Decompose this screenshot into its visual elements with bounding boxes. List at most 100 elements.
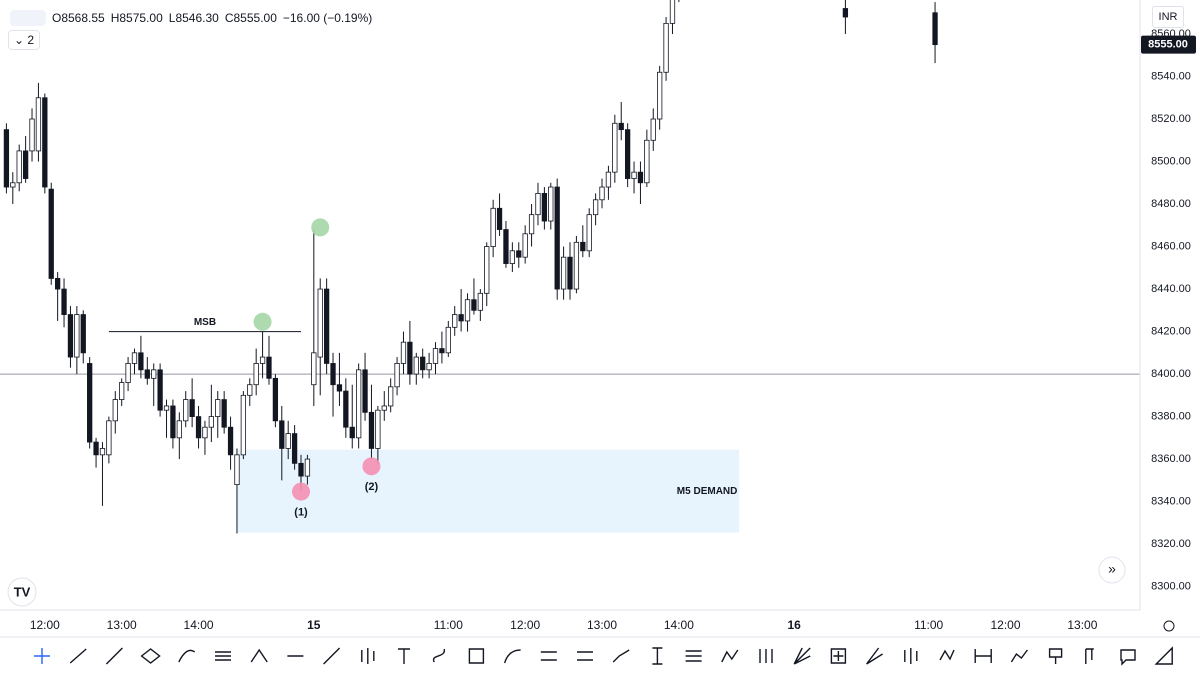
candle-body-down [349,426,355,439]
tool-button[interactable] [1048,648,1063,664]
tool-button[interactable] [577,651,593,661]
candle-body-up [599,186,605,201]
candle-body-down [580,241,586,252]
candle-body-down [266,356,272,379]
candle-body-up [208,416,214,428]
candle-body-up [240,394,247,456]
tool-button[interactable] [1154,646,1173,665]
candle-body-up [528,214,535,235]
tool-button[interactable] [361,648,375,664]
candle-body-down [637,171,644,184]
tool-button[interactable] [830,648,847,664]
settings-icon[interactable] [1163,620,1175,632]
candle-body-up [317,288,323,358]
marker [311,218,330,237]
tool-button[interactable] [1010,649,1028,663]
candle-body-down [221,399,227,428]
tool-button[interactable] [685,650,702,662]
candle-body-down [336,384,343,392]
marker [362,457,381,476]
tool-button[interactable] [904,648,918,664]
tool-icon [974,649,992,663]
tool-button[interactable] [69,648,87,664]
symbol-toggle[interactable] [10,10,46,26]
tool-icon [1154,646,1173,665]
candle-body-up [426,363,432,371]
tool-button[interactable] [323,647,341,665]
tool-icon [105,647,123,665]
candle-body-down [624,129,631,179]
tool-button[interactable] [974,649,992,663]
tool-button[interactable] [793,647,811,665]
y-tick-label: 8380.00 [1151,410,1191,422]
candle-body-down [407,341,413,375]
candle-body-down [80,314,86,354]
indicator-toggle[interactable]: ⌄ 2 [8,30,40,50]
tool-button[interactable] [432,648,445,663]
candle-body-up [119,382,125,400]
marker-label: (2) [365,481,379,493]
tool-button[interactable] [612,649,630,663]
tool-button[interactable] [721,649,739,663]
currency-button[interactable]: INR [1152,6,1184,28]
currency: INR [1158,11,1178,23]
tool-icon [540,651,557,661]
tool-button[interactable] [398,648,410,664]
x-tick-label: 13:00 [107,618,137,632]
candle-body-up [657,71,663,120]
x-tick-label: 12:00 [510,618,540,632]
candle-body-up [202,426,208,439]
tool-icon [1120,649,1136,666]
candle-body-down [516,250,522,258]
tool-icon [250,648,268,663]
candle-body-up [253,363,259,386]
candle-body-down [189,399,195,417]
candle-body-down [496,207,503,230]
y-tick-label: 8460.00 [1151,240,1191,252]
tool-button[interactable] [215,651,231,661]
candle-body-up [106,420,112,456]
y-tick-label: 8480.00 [1151,198,1191,210]
candle-body-up [99,448,106,456]
tool-button[interactable] [939,649,955,661]
tool-button[interactable] [140,648,161,664]
indicator-count: 2 [27,33,35,47]
candle-body-up [560,256,567,290]
x-tick-label: 13:00 [587,618,617,632]
x-tick-label: 14:00 [184,618,214,632]
ohlc-low: L8546.30 [168,11,219,25]
x-tick-label: 13:00 [1067,618,1097,632]
candle-body-up [464,299,471,322]
candle-body-down [343,390,349,428]
tool-button[interactable] [503,649,521,664]
candle-body-up [388,386,394,407]
candle-body-up [535,193,541,216]
candle-body-up [131,352,138,364]
tool-icon [503,649,521,664]
candle-body-down [22,150,29,179]
tool-button[interactable] [540,651,557,661]
tool-button[interactable] [34,648,50,664]
candle-body-up [74,314,80,358]
tool-icon [652,647,663,665]
candle-body-down [932,12,938,46]
tool-button[interactable] [866,647,883,665]
scroll-button[interactable]: » [1098,556,1126,584]
candle-body-up [522,233,528,258]
tool-button[interactable] [652,647,663,665]
plot-area: M5 DEMAND MSB (1) (2) [0,0,1140,534]
tool-button[interactable] [468,648,485,664]
tool-button[interactable] [1085,648,1094,664]
tool-button[interactable] [1120,649,1136,666]
candle-body-up [586,214,592,252]
tool-button[interactable] [250,648,268,663]
zone-label: M5 DEMAND [677,486,738,497]
candle-body-up [452,314,458,328]
candle-body-up [477,292,483,311]
tool-button[interactable] [759,649,773,663]
y-tick-label: 8420.00 [1151,325,1191,337]
tool-button[interactable] [105,647,123,665]
legend: O8568.55 H8575.00 L8546.30 C8555.00 −16.… [10,8,372,28]
tool-button[interactable] [178,649,196,663]
